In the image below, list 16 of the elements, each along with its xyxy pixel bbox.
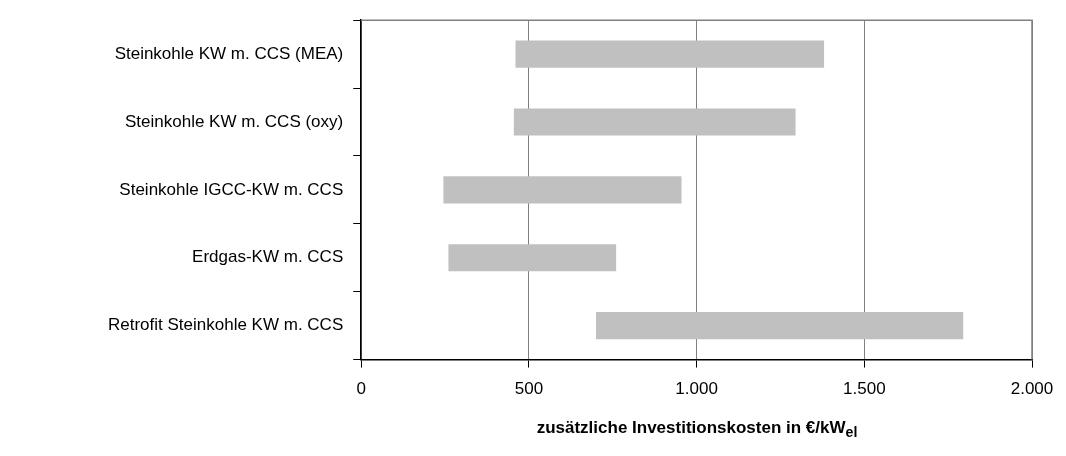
y-tick-label: Erdgas-KW m. CCS (192, 247, 344, 267)
bar (448, 244, 617, 272)
y-tick-label: Retrofit Steinkohle KW m. CCS (107, 315, 344, 335)
bar (596, 312, 964, 340)
x-tick-label: 500 (514, 379, 544, 399)
y-tick-label: Steinkohle KW m. CCS (oxy) (125, 111, 344, 131)
bar (513, 108, 796, 136)
x-axis-title: zusätzliche Investitionskosten in €/kW$_{el}$ (535, 418, 859, 441)
y-tick-label: Steinkohle KW m. CCS (MEA) (114, 43, 344, 63)
x-tick-label: 1.000 (675, 379, 718, 399)
bar (443, 176, 682, 204)
x-tick-label: 0 (356, 379, 366, 399)
y-tick-label: Steinkohle IGCC-KW m. CCS (119, 179, 344, 199)
x-tick-label: 1.500 (843, 379, 886, 399)
x-tick-label: 2.000 (1010, 379, 1054, 399)
bar (515, 40, 825, 68)
